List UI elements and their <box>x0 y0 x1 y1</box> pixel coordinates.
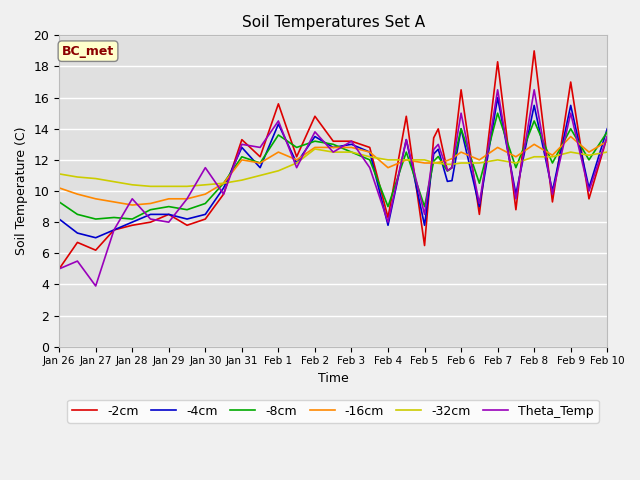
Text: BC_met: BC_met <box>62 45 114 58</box>
Y-axis label: Soil Temperature (C): Soil Temperature (C) <box>15 127 28 255</box>
Legend: -2cm, -4cm, -8cm, -16cm, -32cm, Theta_Temp: -2cm, -4cm, -8cm, -16cm, -32cm, Theta_Te… <box>67 400 599 423</box>
X-axis label: Time: Time <box>318 372 349 385</box>
Title: Soil Temperatures Set A: Soil Temperatures Set A <box>242 15 425 30</box>
